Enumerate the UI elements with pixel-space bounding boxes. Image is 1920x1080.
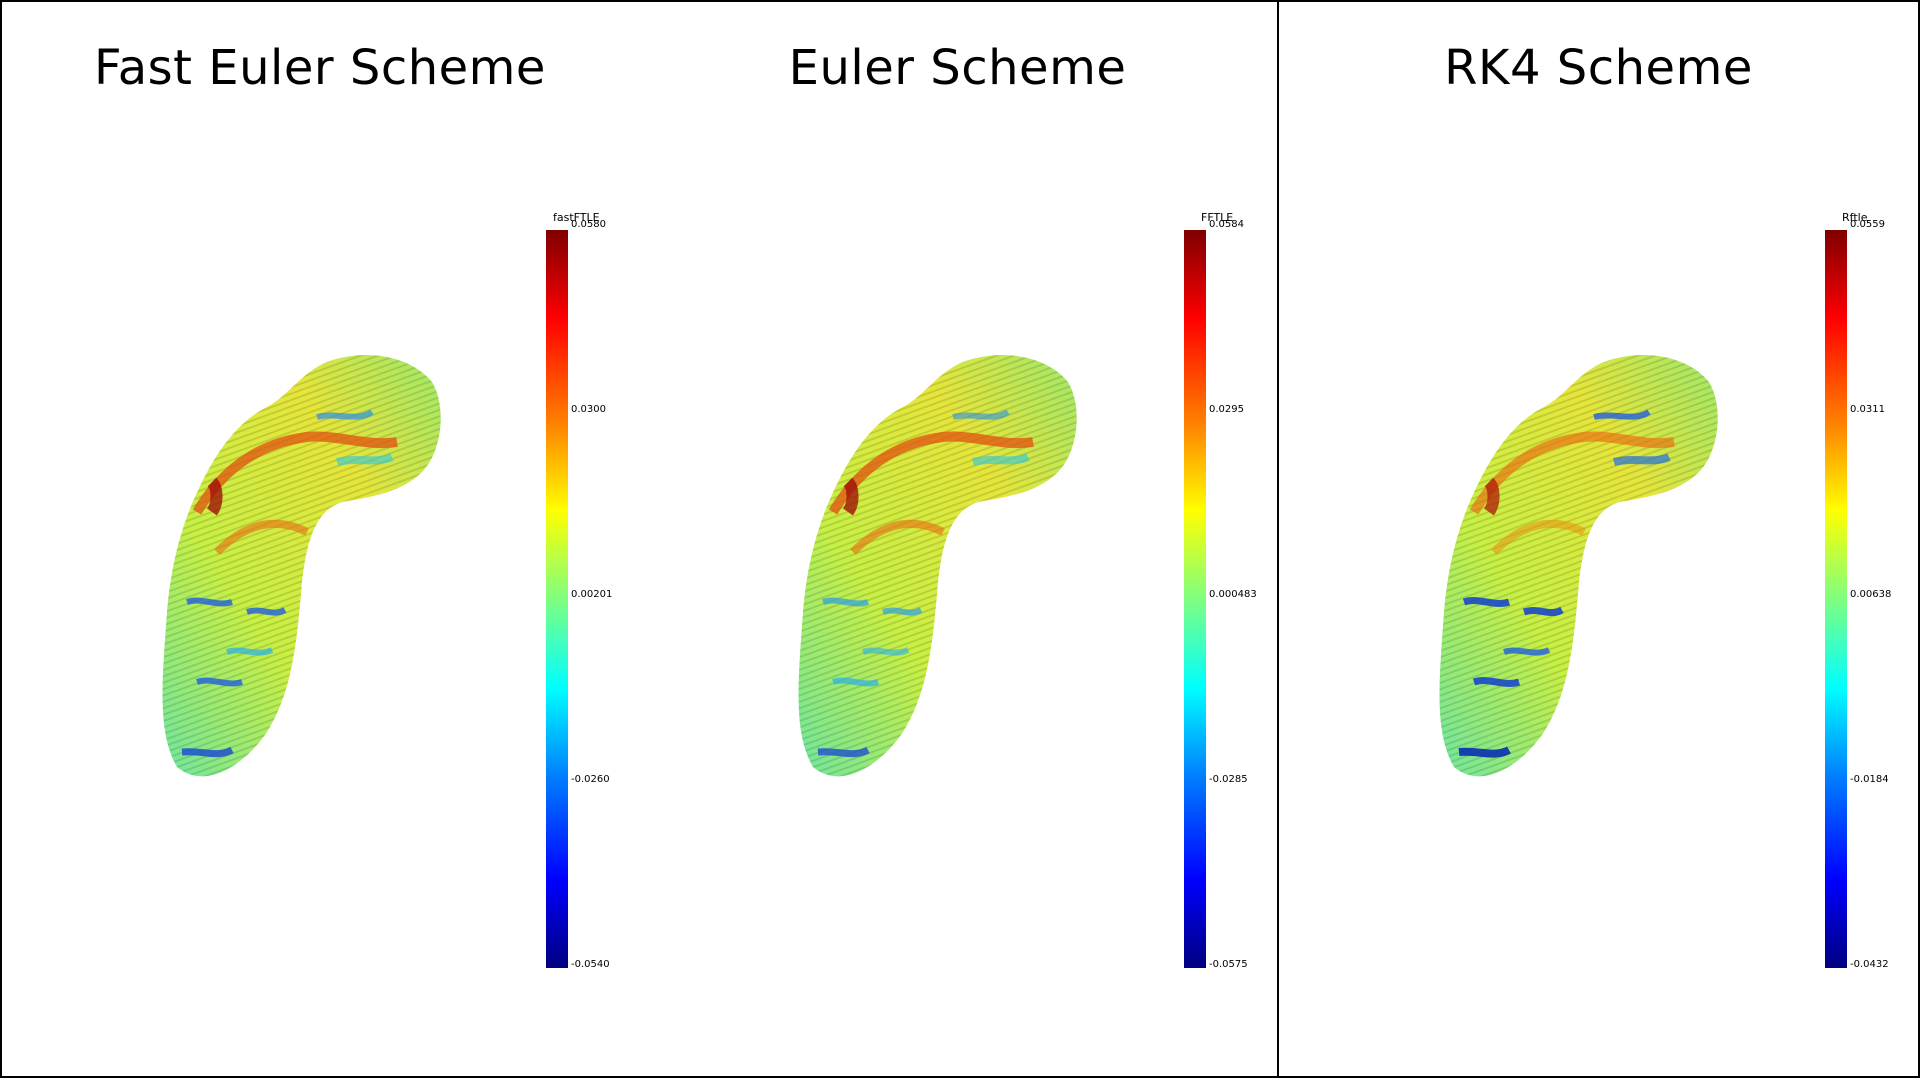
colorbar-title: Rftle [1842,211,1868,224]
colorbar-tick: -0.0285 [1209,774,1248,785]
ftle-surface-render[interactable] [157,352,517,802]
ftle-surface-render[interactable] [1434,352,1794,802]
panel-title: Euler Scheme [788,40,1127,96]
colorbar-tick-mid: 0.00201 [571,589,613,600]
colorbar [1825,230,1847,968]
colorbar-tick-max: 0.0580 [571,219,606,230]
colorbar-tick-min: -0.0540 [571,959,610,970]
colorbar-tick-min: -0.0575 [1209,959,1248,970]
colorbar-tick-max: 0.0559 [1850,219,1885,230]
colorbar-title: FFTLE [1201,211,1234,224]
colorbar-tick: 0.0295 [1209,404,1244,415]
ftle-surface-render[interactable] [793,352,1153,802]
colorbar-tick-mid: 0.00638 [1850,589,1892,600]
view-panel-1[interactable]: Fast Euler Scheme fastFTLE 0.0580 0.0300… [0,0,640,1078]
colorbar [1184,230,1206,968]
colorbar-title: fastFTLE [553,211,600,224]
colorbar-tick: 0.0300 [571,404,606,415]
colorbar-tick-min: -0.0432 [1850,959,1889,970]
panel-title: RK4 Scheme [1444,40,1753,96]
colorbar-tick: 0.0311 [1850,404,1885,415]
view-panel-2[interactable]: Euler Scheme FFTLE 0.0584 0.0295 0.00048… [638,0,1279,1078]
colorbar-tick: -0.0260 [571,774,610,785]
colorbar-tick-max: 0.0584 [1209,219,1244,230]
colorbar-tick: -0.0184 [1850,774,1889,785]
colorbar [546,230,568,968]
panel-title: Fast Euler Scheme [94,40,546,96]
colorbar-tick-mid: 0.000483 [1209,589,1257,600]
view-panel-3[interactable]: RK4 Scheme Rftle 0.0559 0.0311 0.00638 -… [1279,0,1920,1078]
